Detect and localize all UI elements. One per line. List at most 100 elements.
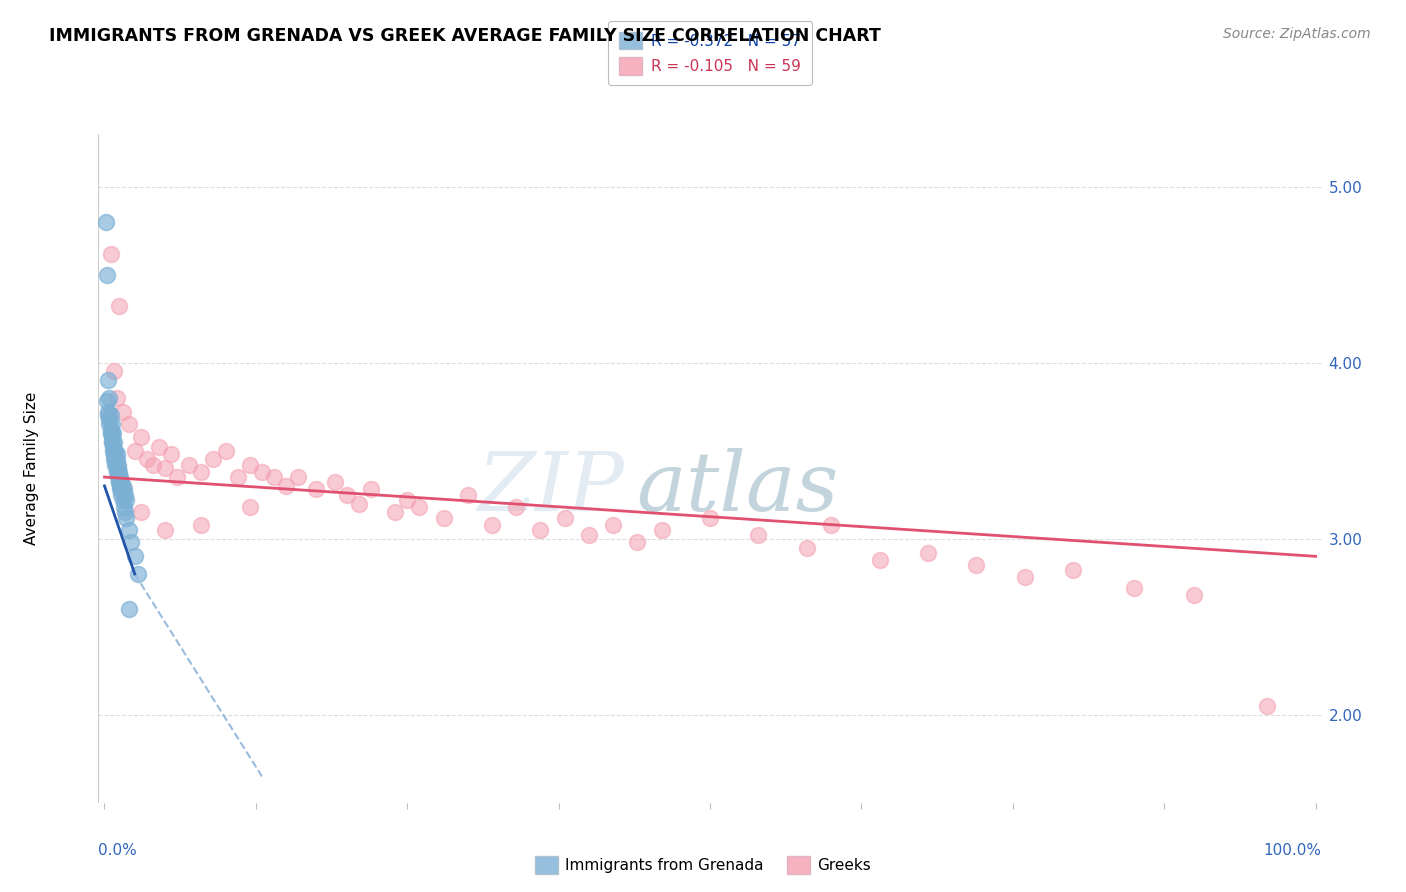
Point xyxy=(103,364,125,378)
Point xyxy=(108,475,131,490)
Point xyxy=(98,391,121,405)
Point xyxy=(250,465,273,479)
Point xyxy=(108,475,131,490)
Point xyxy=(336,488,359,502)
Point xyxy=(578,528,600,542)
Point xyxy=(129,429,152,443)
Point xyxy=(105,447,128,461)
Point xyxy=(360,483,382,497)
Point xyxy=(110,479,132,493)
Point xyxy=(124,549,146,564)
Point xyxy=(129,505,152,519)
Point xyxy=(105,465,128,479)
Point xyxy=(107,468,129,483)
Point xyxy=(396,493,419,508)
Point xyxy=(107,458,129,472)
Point xyxy=(101,440,124,454)
Point xyxy=(100,409,122,423)
Point xyxy=(966,558,988,573)
Point xyxy=(323,475,346,490)
Point xyxy=(105,391,128,405)
Point xyxy=(820,517,842,532)
Point xyxy=(202,452,225,467)
Point xyxy=(100,429,122,443)
Point xyxy=(305,483,328,497)
Point xyxy=(384,505,406,519)
Point xyxy=(100,434,122,449)
Point xyxy=(529,523,551,537)
Point xyxy=(101,426,124,441)
Point xyxy=(239,500,262,514)
Point xyxy=(153,523,176,537)
Point xyxy=(105,461,128,475)
Text: ZIP: ZIP xyxy=(478,449,624,528)
Point xyxy=(108,465,131,479)
Legend: Immigrants from Grenada, Greeks: Immigrants from Grenada, Greeks xyxy=(529,850,877,880)
Point xyxy=(287,470,309,484)
Point xyxy=(1062,563,1084,577)
Point xyxy=(97,373,120,387)
Point xyxy=(239,458,262,472)
Point xyxy=(112,483,135,497)
Point xyxy=(160,447,183,461)
Point xyxy=(100,426,122,441)
Point xyxy=(917,546,939,560)
Text: Average Family Size: Average Family Size xyxy=(24,392,38,545)
Point xyxy=(457,488,479,502)
Point xyxy=(153,461,176,475)
Point xyxy=(103,452,125,467)
Point xyxy=(190,517,212,532)
Point xyxy=(1122,581,1144,595)
Point xyxy=(432,510,454,524)
Point xyxy=(115,510,138,524)
Point xyxy=(602,517,624,532)
Point xyxy=(103,434,125,449)
Point xyxy=(96,394,118,409)
Point xyxy=(100,417,122,432)
Point xyxy=(347,496,370,510)
Point xyxy=(110,483,132,497)
Point xyxy=(111,479,134,493)
Point xyxy=(115,493,138,508)
Point xyxy=(110,483,132,497)
Text: 100.0%: 100.0% xyxy=(1264,843,1322,858)
Point xyxy=(179,458,201,472)
Point xyxy=(110,470,132,484)
Point xyxy=(108,299,131,313)
Point xyxy=(127,566,149,581)
Point xyxy=(97,409,120,423)
Point xyxy=(114,488,136,502)
Point xyxy=(554,510,576,524)
Point xyxy=(1256,698,1278,713)
Text: 0.0%: 0.0% xyxy=(98,843,138,858)
Point xyxy=(135,452,157,467)
Point xyxy=(110,488,132,502)
Point xyxy=(100,426,122,441)
Point xyxy=(97,405,120,419)
Point xyxy=(107,470,129,484)
Point xyxy=(100,434,122,449)
Point xyxy=(98,417,121,432)
Point xyxy=(110,474,132,488)
Point xyxy=(118,602,141,616)
Point xyxy=(100,423,122,437)
Point xyxy=(214,443,236,458)
Point xyxy=(112,500,135,514)
Point xyxy=(481,517,503,532)
Point xyxy=(105,452,128,467)
Point xyxy=(111,405,134,419)
Point xyxy=(1184,588,1206,602)
Text: atlas: atlas xyxy=(637,449,839,528)
Point xyxy=(626,535,648,549)
Point xyxy=(111,483,134,497)
Point xyxy=(747,528,769,542)
Point xyxy=(263,470,285,484)
Point xyxy=(505,500,527,514)
Point xyxy=(276,479,298,493)
Point xyxy=(107,461,129,475)
Point xyxy=(104,458,127,472)
Point xyxy=(166,470,188,484)
Point xyxy=(118,417,141,432)
Point xyxy=(103,447,125,461)
Point xyxy=(100,246,122,260)
